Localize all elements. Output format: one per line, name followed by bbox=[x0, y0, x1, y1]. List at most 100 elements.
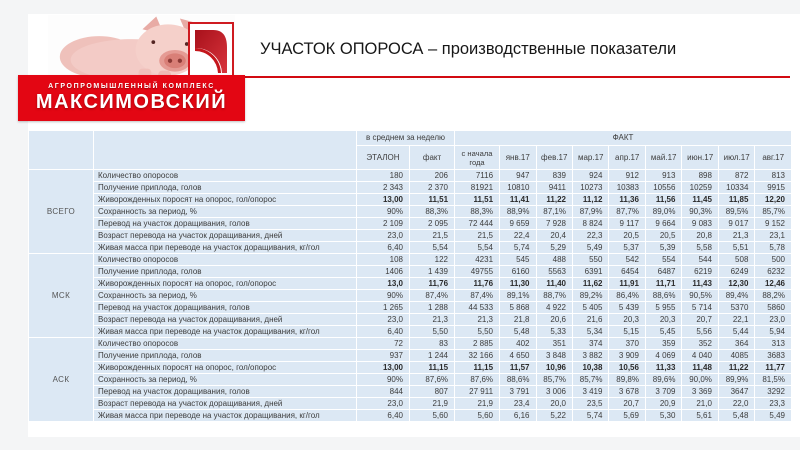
value-cell: 11,91 bbox=[609, 278, 645, 289]
row-label-cell: Сохранность за период, % bbox=[94, 374, 356, 385]
value-cell: 813 bbox=[755, 170, 791, 181]
table-row: Возраст перевода на участок доращивания,… bbox=[29, 314, 791, 325]
value-cell: 6232 bbox=[755, 266, 791, 277]
slide: АГРОПРОМЫШЛЕННЫЙ КОМПЛЕКС МАКСИМОВСКИЙ У… bbox=[18, 14, 800, 437]
value-cell: 3 882 bbox=[572, 350, 609, 361]
value-cell: 11,30 bbox=[500, 278, 536, 289]
column-header-cell: факт bbox=[410, 146, 455, 169]
value-cell: 87,4% bbox=[455, 290, 500, 301]
value-cell: 5,74 bbox=[500, 242, 536, 253]
value-cell: 72 444 bbox=[455, 218, 500, 229]
value-cell: 4085 bbox=[718, 350, 755, 361]
value-cell: 21,3 bbox=[410, 314, 455, 325]
group-label-cell: МСК bbox=[29, 254, 93, 337]
value-cell: 4 650 bbox=[500, 350, 536, 361]
value-cell: 11,12 bbox=[572, 194, 609, 205]
value-cell: 6,40 bbox=[357, 242, 409, 253]
value-cell: 5,49 bbox=[572, 242, 609, 253]
value-cell: 5,50 bbox=[455, 326, 500, 337]
value-cell: 11,48 bbox=[682, 362, 718, 373]
column-header-cell: ЭТАЛОН bbox=[357, 146, 409, 169]
value-cell: 7 928 bbox=[536, 218, 572, 229]
value-cell: 21,6 bbox=[572, 314, 609, 325]
value-cell: 5 405 bbox=[572, 302, 609, 313]
table-row: Сохранность за период, % 90% 88,3% 88,3% 88,… bbox=[29, 206, 791, 217]
value-cell: 359 bbox=[645, 338, 682, 349]
value-cell: 22,3 bbox=[572, 230, 609, 241]
value-cell: 402 bbox=[500, 338, 536, 349]
value-cell: 20,5 bbox=[645, 230, 682, 241]
value-cell: 11,76 bbox=[410, 278, 455, 289]
value-cell: 5,54 bbox=[410, 242, 455, 253]
value-cell: 5,34 bbox=[572, 326, 609, 337]
table-row: Получение приплода, голов 1406 1 439 49755 6… bbox=[29, 266, 791, 277]
value-cell: 2 095 bbox=[410, 218, 455, 229]
table-row: ВСЕГО Количество опоросов 180 206 7116 947 839… bbox=[29, 170, 791, 253]
value-cell: 90% bbox=[357, 374, 409, 385]
value-cell: 89,9% bbox=[718, 374, 755, 385]
value-cell: 3 006 bbox=[536, 386, 572, 397]
value-cell: 11,77 bbox=[755, 362, 791, 373]
brand-banner: АГРОПРОМЫШЛЕННЫЙ КОМПЛЕКС МАКСИМОВСКИЙ bbox=[18, 75, 245, 121]
page-title: УЧАСТОК ОПОРОСА – производственные показ… bbox=[260, 40, 677, 58]
value-cell: 87,9% bbox=[572, 206, 609, 217]
value-cell: 5,49 bbox=[755, 410, 791, 421]
value-cell: 21,9 bbox=[410, 398, 455, 409]
value-cell: 20,7 bbox=[609, 398, 645, 409]
value-cell: 88,3% bbox=[455, 206, 500, 217]
value-cell: 11,33 bbox=[645, 362, 682, 373]
value-cell: 90% bbox=[357, 206, 409, 217]
column-header-cell: мар.17 bbox=[572, 146, 609, 169]
value-cell: 10334 bbox=[718, 182, 755, 193]
value-cell: 6,40 bbox=[357, 326, 409, 337]
value-cell: 10,56 bbox=[609, 362, 645, 373]
value-cell: 554 bbox=[645, 254, 682, 265]
value-cell: 88,6% bbox=[500, 374, 536, 385]
value-cell: 23,1 bbox=[755, 230, 791, 241]
value-cell: 545 bbox=[500, 254, 536, 265]
value-cell: 1 439 bbox=[410, 266, 455, 277]
value-cell: 13,0 bbox=[357, 278, 409, 289]
value-cell: 89,6% bbox=[645, 374, 682, 385]
value-cell: 5,60 bbox=[410, 410, 455, 421]
table-row: МСК Количество опоросов 108 122 4231 545 488 55… bbox=[29, 254, 791, 337]
value-cell: 4231 bbox=[455, 254, 500, 265]
value-cell: 20,6 bbox=[536, 314, 572, 325]
value-cell: 5,61 bbox=[682, 410, 718, 421]
value-cell: 11,51 bbox=[410, 194, 455, 205]
value-cell: 10810 bbox=[500, 182, 536, 193]
production-table: в среднем за неделю ФАКТ ЭТАЛОН факт с нач… bbox=[28, 130, 792, 422]
row-label-cell: Перевод на участок доращивания, голов bbox=[94, 218, 356, 229]
group-label-cell: АСК bbox=[29, 338, 93, 421]
value-cell: 20,7 bbox=[682, 314, 718, 325]
value-cell: 10259 bbox=[682, 182, 718, 193]
value-cell: 5,74 bbox=[572, 410, 609, 421]
value-cell: 4 069 bbox=[645, 350, 682, 361]
value-cell: 87,7% bbox=[609, 206, 645, 217]
value-cell: 11,22 bbox=[536, 194, 572, 205]
value-cell: 8 824 bbox=[572, 218, 609, 229]
value-cell: 844 bbox=[357, 386, 409, 397]
value-cell: 2 885 bbox=[455, 338, 500, 349]
value-cell: 937 bbox=[357, 350, 409, 361]
value-cell: 5 868 bbox=[500, 302, 536, 313]
column-header-cell: июл.17 bbox=[718, 146, 755, 169]
column-header-cell: май.17 bbox=[645, 146, 682, 169]
production-table-wrap: в среднем за неделю ФАКТ ЭТАЛОН факт с нач… bbox=[28, 130, 794, 422]
value-cell: 3 419 bbox=[572, 386, 609, 397]
row-label-cell: Количество опоросов bbox=[94, 338, 356, 349]
value-cell: 542 bbox=[609, 254, 645, 265]
value-cell: 839 bbox=[536, 170, 572, 181]
value-cell: 11,45 bbox=[682, 194, 718, 205]
value-cell: 5,94 bbox=[755, 326, 791, 337]
value-cell: 3647 bbox=[718, 386, 755, 397]
table-row: Сохранность за период, % 90% 87,6% 87,6% 88,… bbox=[29, 374, 791, 385]
value-cell: 10,38 bbox=[572, 362, 609, 373]
value-cell: 5,15 bbox=[609, 326, 645, 337]
value-cell: 5,78 bbox=[755, 242, 791, 253]
value-cell: 22,1 bbox=[718, 314, 755, 325]
value-cell: 2 343 bbox=[357, 182, 409, 193]
value-cell: 5860 bbox=[755, 302, 791, 313]
brand-subtitle: АГРОПРОМЫШЛЕННЫЙ КОМПЛЕКС bbox=[48, 82, 215, 90]
value-cell: 11,85 bbox=[718, 194, 755, 205]
